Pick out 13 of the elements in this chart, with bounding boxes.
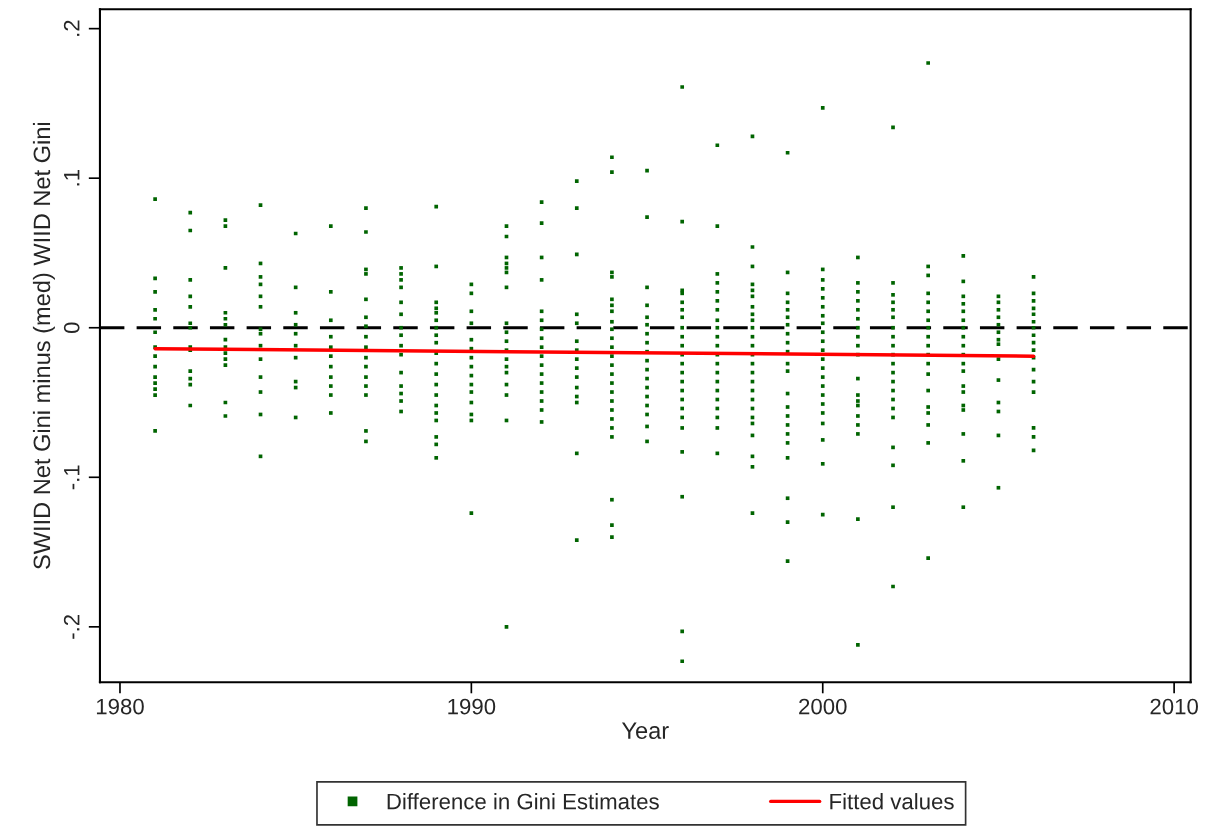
y-axis-title: SWIID Net Gini minus (med) WIID Net Gini bbox=[32, 122, 55, 569]
y-tick-label: .1 bbox=[64, 170, 80, 186]
legend-label: Difference in Gini Estimates bbox=[387, 793, 659, 810]
x-tick-label: 2000 bbox=[799, 698, 847, 715]
y-tick-label: -.2 bbox=[63, 614, 80, 639]
y-tick-label: 0 bbox=[63, 322, 80, 334]
x-tick-label: 1980 bbox=[96, 698, 144, 715]
legend-label: Fitted values bbox=[830, 793, 954, 810]
y-tick-label: -.1 bbox=[64, 465, 80, 490]
y-tick-label: .2 bbox=[63, 20, 80, 36]
x-tick-label: 1990 bbox=[448, 698, 496, 715]
x-axis-title: Year bbox=[621, 722, 669, 739]
x-tick-label: 2010 bbox=[1150, 698, 1198, 715]
